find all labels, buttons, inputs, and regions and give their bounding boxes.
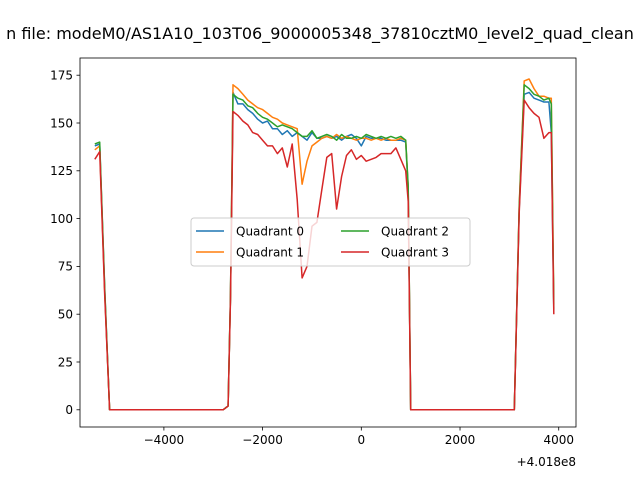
y-axis: 0 25 50 75 100 125 150 175 xyxy=(50,69,80,417)
legend-box xyxy=(190,217,471,267)
x-axis-offset-label: +4.018e8 xyxy=(517,455,576,469)
y-tick-label: 25 xyxy=(58,355,73,369)
y-tick-label: 100 xyxy=(50,212,73,226)
plot-lines xyxy=(94,78,555,411)
x-tick-label: −4000 xyxy=(144,433,185,447)
x-tick-label: 0 xyxy=(357,433,365,447)
x-axis: −4000 −2000 0 2000 4000 xyxy=(144,427,574,447)
y-tick-label: 175 xyxy=(50,69,73,83)
legend-label-quadrant-0: Quadrant 0 xyxy=(236,224,304,238)
legend-label-quadrant-2: Quadrant 2 xyxy=(381,224,449,238)
legend-label-quadrant-1: Quadrant 1 xyxy=(236,245,304,259)
y-tick-label: 50 xyxy=(58,307,73,321)
y-tick-label: 75 xyxy=(58,260,73,274)
y-tick-label: 125 xyxy=(50,164,73,178)
plot-frame xyxy=(79,57,577,428)
x-tick-label: −2000 xyxy=(242,433,283,447)
series-line-quadrant-3 xyxy=(94,99,555,411)
y-tick-label: 150 xyxy=(50,116,73,130)
legend: Quadrant 0 Quadrant 1 Quadrant 2 Quadrant 3 xyxy=(190,217,471,267)
x-tick-label: 4000 xyxy=(543,433,574,447)
y-tick-label: 0 xyxy=(65,403,73,417)
chart-title: n file: modeM0/AS1A10_103T06_9000005348_… xyxy=(6,24,634,44)
x-tick-label: 2000 xyxy=(445,433,476,447)
legend-label-quadrant-3: Quadrant 3 xyxy=(381,245,449,259)
